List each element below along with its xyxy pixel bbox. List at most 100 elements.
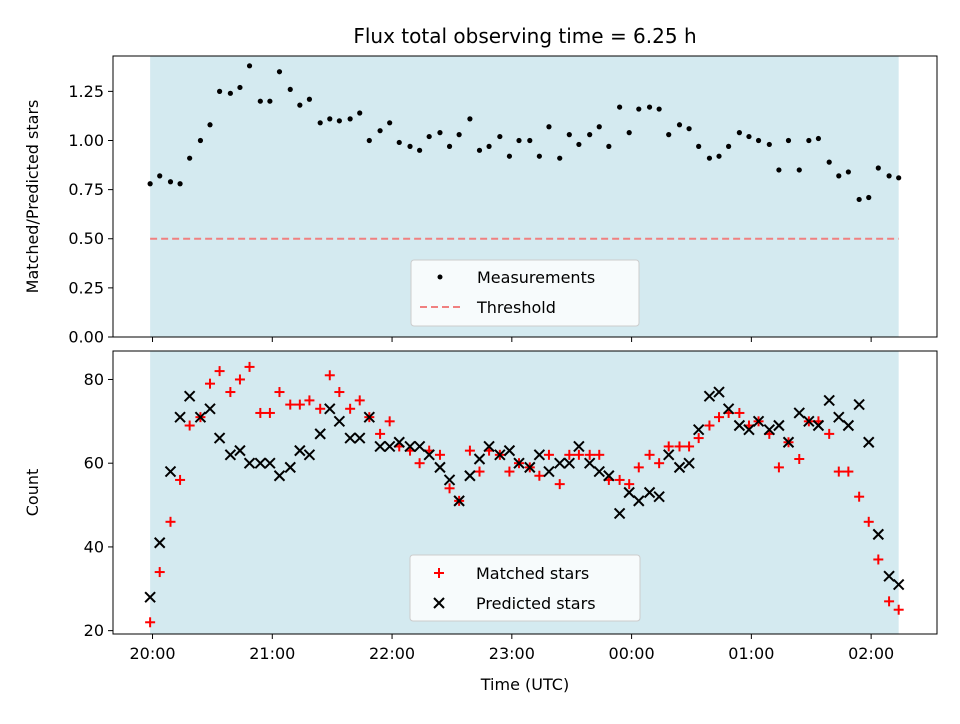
predicted-star-point	[643, 486, 656, 499]
top-y-tick-label: 0.00	[68, 328, 104, 347]
measurement-point	[227, 90, 233, 96]
predicted-star-point	[314, 428, 326, 440]
measurement-point	[716, 153, 722, 159]
bottom-y-tick-label: 60	[84, 454, 104, 473]
predicted-star-point	[554, 457, 566, 469]
matched-star-point	[714, 412, 725, 423]
measurement-point	[357, 110, 363, 116]
measurement-point	[596, 124, 602, 130]
predicted-star-point	[254, 457, 267, 469]
measurement-point	[796, 167, 802, 173]
measurement-point	[187, 155, 193, 161]
bottom-y-tick-label: 80	[84, 370, 104, 389]
measurement-point	[866, 194, 872, 201]
measurement-point	[486, 143, 492, 149]
matched-star-point	[334, 387, 345, 398]
predicted-star-point	[812, 419, 825, 432]
measurement-points	[147, 63, 902, 203]
top-y-tick-label: 1.00	[68, 131, 104, 150]
matched-star-point	[863, 516, 874, 527]
measurement-point	[766, 141, 772, 148]
measurement-point	[437, 130, 443, 136]
matched-star-point	[504, 466, 515, 477]
measurement-point	[506, 153, 513, 159]
x-axis-label: Time (UTC)	[480, 675, 569, 694]
measurement-point	[886, 173, 892, 179]
matched-star-point	[614, 474, 625, 485]
predicted-star-point	[593, 465, 605, 478]
matched-star-point	[434, 449, 445, 460]
predicted-star-point	[833, 411, 845, 423]
matched-star-point	[873, 554, 884, 565]
predicted-star-point	[273, 470, 286, 482]
measurement-point	[617, 104, 623, 110]
predicted-star-point	[513, 457, 525, 469]
bottom-axes-frame	[112, 350, 938, 635]
predicted-star-point	[443, 474, 456, 486]
matched-star-point	[165, 516, 176, 527]
matched-star-point	[414, 458, 425, 469]
matched-star-point	[633, 462, 644, 473]
matched-star-point	[304, 395, 315, 406]
predicted-star-point	[633, 495, 645, 507]
top-axes-frame	[112, 55, 938, 338]
measurement-point	[177, 181, 183, 187]
predicted-star-point	[404, 440, 416, 453]
measurement-point	[546, 124, 552, 130]
matched-star-point	[315, 403, 326, 414]
predicted-star-point	[374, 440, 386, 453]
measurement-point	[845, 169, 851, 175]
top-y-axis-label: Matched/Predicted stars	[23, 100, 42, 294]
predicted-star-point	[613, 507, 626, 520]
measurement-point	[785, 137, 792, 144]
measurement-point	[706, 155, 713, 161]
predicted-star-point	[243, 457, 256, 469]
matched-star-point	[833, 466, 844, 477]
measurement-point	[806, 137, 812, 144]
predicted-star-point	[773, 419, 785, 432]
x-tick-label: 20:00	[129, 644, 175, 663]
legend-measurement-marker	[437, 274, 443, 280]
matched-star-point	[543, 449, 554, 460]
matched-star-point	[584, 449, 595, 460]
matched-star-point	[244, 361, 255, 372]
measurement-point	[147, 181, 153, 187]
matched-star-point	[884, 596, 895, 607]
predicted-star-point	[793, 407, 805, 419]
top-y-tick-label: 1.25	[68, 82, 104, 101]
predicted-star-point	[713, 386, 725, 398]
bottom-legend: Matched stars Predicted stars	[409, 554, 641, 622]
measurement-point	[686, 126, 692, 132]
matched-star-point	[375, 428, 386, 439]
matched-star-point	[294, 399, 305, 410]
measurement-point	[536, 153, 542, 159]
predicted-star-point	[164, 465, 177, 478]
predicted-star-point	[213, 432, 226, 444]
predicted-star-point	[413, 440, 426, 453]
measurement-point	[387, 120, 393, 126]
measurement-point	[566, 132, 572, 138]
matched-star-point	[464, 445, 475, 456]
matched-star-point	[893, 604, 904, 615]
measurement-point	[656, 106, 662, 112]
predicted-star-point	[563, 457, 576, 469]
x-tick-label: 21:00	[249, 644, 295, 663]
matched-star-point	[843, 466, 854, 477]
bottom-y-tick-label: 40	[84, 537, 104, 556]
top-y-tick-label: 0.50	[68, 229, 104, 248]
measurement-point	[646, 104, 653, 110]
matched-star-point	[145, 617, 156, 628]
matched-star-point	[644, 449, 655, 460]
predicted-star-point	[603, 470, 615, 482]
measurement-point	[207, 122, 213, 128]
measurement-point	[396, 139, 402, 146]
predicted-star-point	[892, 578, 905, 591]
matched-star-point	[794, 454, 805, 465]
predicted-star-point	[423, 449, 435, 461]
measurement-point	[856, 196, 862, 203]
measurement-point	[377, 128, 383, 134]
predicted-star-point	[853, 398, 865, 411]
predicted-star-point	[363, 411, 376, 423]
predicted-star-point	[483, 440, 495, 453]
